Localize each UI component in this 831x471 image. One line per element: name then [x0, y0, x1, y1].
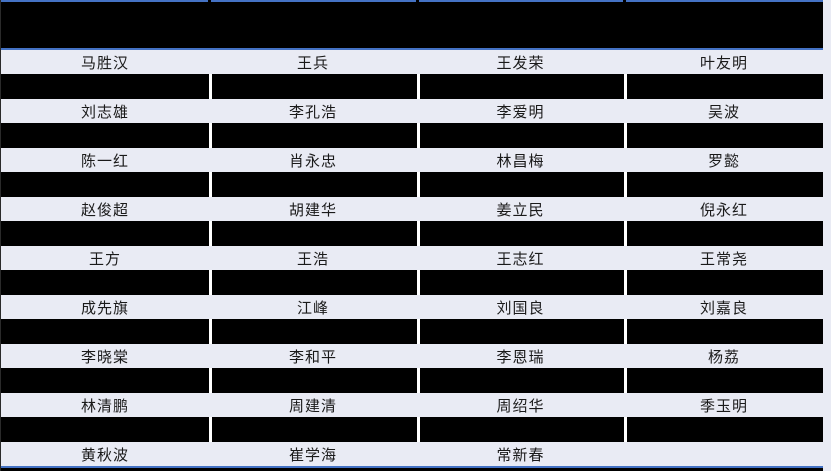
name-cell: 胡建华: [288, 202, 337, 219]
name-cell: 姜立民: [496, 202, 545, 219]
name-cell: [624, 442, 824, 466]
name-cell: 赵俊超: [80, 202, 129, 219]
column-divider: [417, 368, 420, 393]
column-divider-notch: [416, 0, 419, 2]
name-cell: 李孔浩: [288, 104, 337, 121]
redacted-row: [1, 221, 823, 246]
name-cell: 刘国良: [496, 300, 545, 317]
table-row: 赵俊超 胡建华 姜立民 倪永红: [1, 197, 823, 221]
name-cell: 季玉明: [699, 398, 748, 415]
column-divider: [624, 123, 627, 148]
column-divider: [209, 123, 212, 148]
column-divider: [624, 221, 627, 246]
name-cell: 吴波: [707, 104, 740, 121]
column-divider: [417, 74, 420, 99]
name-cell: 林昌梅: [496, 153, 545, 170]
table-top-border: [1, 0, 823, 2]
name-cell: 周建清: [288, 398, 337, 415]
column-divider: [417, 221, 420, 246]
name-cell: 周绍华: [496, 398, 545, 415]
name-cell: 王志红: [496, 251, 545, 268]
table-row: 刘志雄 李孔浩 李爱明 吴波: [1, 99, 823, 123]
name-cell: 王发荣: [496, 55, 545, 72]
name-cell: 常新春: [496, 447, 545, 464]
redacted-row: [1, 172, 823, 197]
name-cell: 倪永红: [699, 202, 748, 219]
name-cell: 马胜汉: [80, 55, 129, 72]
name-cell: 崔学海: [288, 447, 337, 464]
redacted-row: [1, 417, 823, 442]
column-divider-notch: [208, 0, 211, 2]
table-row: 李晓棠 李和平 李恩瑞 杨荔: [1, 344, 823, 368]
name-cell: 王方: [88, 251, 121, 268]
column-divider: [624, 74, 627, 99]
column-divider: [417, 270, 420, 295]
name-cell: 李爱明: [496, 104, 545, 121]
name-cell: 杨荔: [707, 349, 740, 366]
column-divider: [417, 172, 420, 197]
column-divider: [209, 74, 212, 99]
column-divider: [624, 172, 627, 197]
name-cell: 刘志雄: [80, 104, 129, 121]
redacted-row: [1, 368, 823, 393]
name-cell: 李恩瑞: [496, 349, 545, 366]
column-divider-notch: [623, 0, 626, 2]
redacted-header-block: [1, 2, 823, 48]
column-divider: [624, 270, 627, 295]
name-cell: 王兵: [296, 55, 329, 72]
name-cell: 叶友明: [699, 55, 748, 72]
table-row: 王方 王浩 王志红 王常尧: [1, 246, 823, 270]
header-separator-line: [1, 48, 823, 50]
redacted-row: [1, 74, 823, 99]
name-cell: 黄秋波: [80, 447, 129, 464]
name-cell: 刘嘉良: [699, 300, 748, 317]
table-row: 林清鹏 周建清 周绍华 季玉明: [1, 393, 823, 417]
table-row: 陈一红 肖永忠 林昌梅 罗懿: [1, 148, 823, 172]
column-divider: [624, 319, 627, 344]
table-bottom-border: [1, 466, 823, 468]
redacted-row: [1, 319, 823, 344]
name-cell: 成先旗: [80, 300, 129, 317]
column-divider: [209, 319, 212, 344]
column-divider: [417, 123, 420, 148]
name-cell: 李和平: [288, 349, 337, 366]
column-divider: [209, 221, 212, 246]
column-divider: [624, 368, 627, 393]
name-cell: 肖永忠: [288, 153, 337, 170]
table-row: 成先旗 江峰 刘国良 刘嘉良: [1, 295, 823, 319]
name-cell: 罗懿: [707, 153, 740, 170]
name-cell: 王常尧: [699, 251, 748, 268]
cropped-next-row: [1, 468, 823, 471]
column-divider: [624, 417, 627, 442]
column-divider: [209, 368, 212, 393]
name-cell: 江峰: [296, 300, 329, 317]
table-row: 黄秋波 崔学海 常新春: [1, 442, 823, 466]
column-divider: [209, 417, 212, 442]
name-cell: 王浩: [296, 251, 329, 268]
column-divider: [209, 270, 212, 295]
column-divider: [417, 417, 420, 442]
redacted-row: [1, 270, 823, 295]
redacted-row: [1, 123, 823, 148]
column-divider: [209, 172, 212, 197]
name-cell: 陈一红: [80, 153, 129, 170]
column-divider: [417, 319, 420, 344]
name-cell: 林清鹏: [80, 398, 129, 415]
table-row: 马胜汉 王兵 王发荣 叶友明: [1, 50, 823, 74]
name-cell: 李晓棠: [80, 349, 129, 366]
